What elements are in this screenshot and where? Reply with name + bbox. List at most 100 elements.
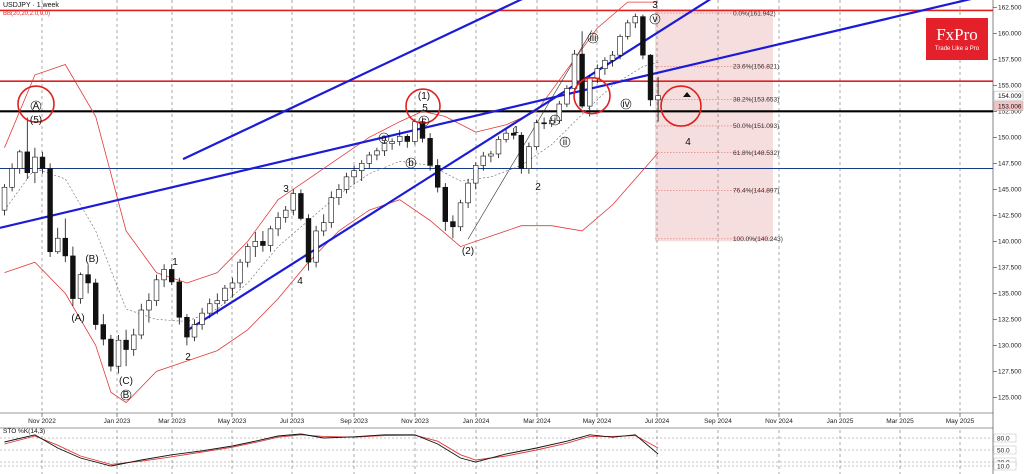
candle-bullish [396,135,403,142]
candle-bullish [586,77,593,107]
x-tick-label: Jul 2023 [280,418,305,425]
wave-label: ii [563,137,567,148]
candle-bearish [123,339,129,350]
wave-label: 5 [422,103,428,114]
candle-bullish [465,182,471,204]
oscillator-level-box [993,433,1017,443]
oscillator-level-label: 80.0 [997,435,1010,442]
candle-bullish [115,339,122,367]
bollinger-bands [4,1,659,404]
wave-label: 1 [513,125,519,136]
oscillator-level-label: 10.0 [997,463,1010,470]
y-tick-label: 130.000 [998,343,1022,350]
highlight-circle [17,85,55,123]
x-tick-label: May 2025 [946,418,975,425]
candlesticks [1,13,661,374]
candle-bullish [282,209,289,218]
wave-labels: A(5)(B)(A)(C)B1234(1)5abc12(2)iiiiiiivv3… [30,0,691,401]
candle-bullish [495,139,502,155]
time-axis: Nov 2022 Jan 2023 Mar 2023 May 2023 Jul 2023… [28,413,975,425]
candle-bearish [647,54,654,101]
x-tick-label: Jan 2025 [827,418,854,425]
candle-bearish [450,221,456,228]
candle-bullish [161,269,167,281]
candle-bullish [252,241,258,247]
wave-label-ring [549,114,561,126]
wave-label: A [33,101,40,112]
candle-bearish [434,165,441,188]
candle-bullish [488,153,494,157]
price-tag-box [993,101,1024,111]
oscillator-level-box [993,461,1017,471]
candle-bearish [47,168,53,253]
candle-bullish [138,309,144,336]
logo-brand: FxPro [936,25,978,44]
y-tick-label: 132.500 [998,317,1022,324]
candle-bearish [24,151,30,173]
candle-bearish [169,269,175,283]
logo-tagline: Trade Like a Pro [934,46,980,52]
candle-bearish [260,241,266,246]
x-tick-label: Jan 2023 [104,418,131,425]
candle-bullish [328,197,334,223]
candle-bullish [472,165,479,184]
candle-bearish [108,338,114,367]
candle-bullish [320,222,327,232]
y-tick-label: 160.000 [998,31,1022,38]
x-tick-label: Jul 2024 [645,418,670,425]
x-tick-label: Mar 2024 [523,418,551,425]
wave-label: (2) [462,246,474,257]
candle-bullish [594,68,601,79]
bollinger-lower-band [4,152,659,404]
candle-bullish [207,303,213,314]
wave-label-ring [559,136,571,148]
candle-bullish [290,193,296,211]
wave-label: (B) [85,254,98,265]
x-tick-label: May 2023 [218,418,247,425]
bollinger-upper-band [4,1,659,284]
candle-bearish [305,218,312,263]
wave-label: 2 [185,352,191,363]
candle-bullish [229,282,236,289]
wave-label-ring [378,132,390,144]
wave-label: c [422,116,427,127]
candle-bearish [427,138,433,166]
oscillator-level-box [993,445,1017,455]
stochastic-k-line [4,433,659,467]
candle-bearish [298,193,304,219]
grid-lines [0,0,994,474]
trend-line [467,30,593,240]
candle-bearish [85,274,91,284]
x-tick-label: Mar 2025 [886,418,914,425]
wave-label-ring [30,100,42,112]
wave-label: a [381,133,387,144]
channel-lines [0,0,972,333]
stochastic-panel: 80.050.020.010.0 [0,427,1017,474]
candle-bullish [358,163,365,171]
y-tick-label: 135.000 [998,291,1022,298]
x-tick-label: Sep 2023 [340,418,368,425]
wave-label: (A) [71,313,84,324]
y-tick-label: 162.500 [998,5,1022,12]
y-tick-label: 140.000 [998,239,1022,246]
candle-bullish [571,53,578,89]
candle-bullish [343,176,350,190]
x-tick-label: Jan 2024 [463,418,490,425]
price-tag-box [993,90,1024,101]
candle-bullish [381,143,388,152]
wave-label: 2 [535,182,541,193]
fib-level-label: 0.0%(161.942) [733,10,776,17]
y-tick-label: 137.500 [998,265,1022,272]
wave-label: B [123,390,130,401]
price-axis: 162.500 160.000 157.500 155.000 152.500 150.0… [993,5,1024,402]
wave-label: iv [622,99,629,110]
candle-bullish [191,324,198,338]
wave-label: iii [590,33,597,44]
candle-bullish [389,141,395,144]
candle-bullish [199,312,205,325]
x-tick-label: May 2024 [583,418,612,425]
candle-bearish [541,122,547,125]
candle-bullish [153,279,160,301]
channel-line [0,0,972,229]
